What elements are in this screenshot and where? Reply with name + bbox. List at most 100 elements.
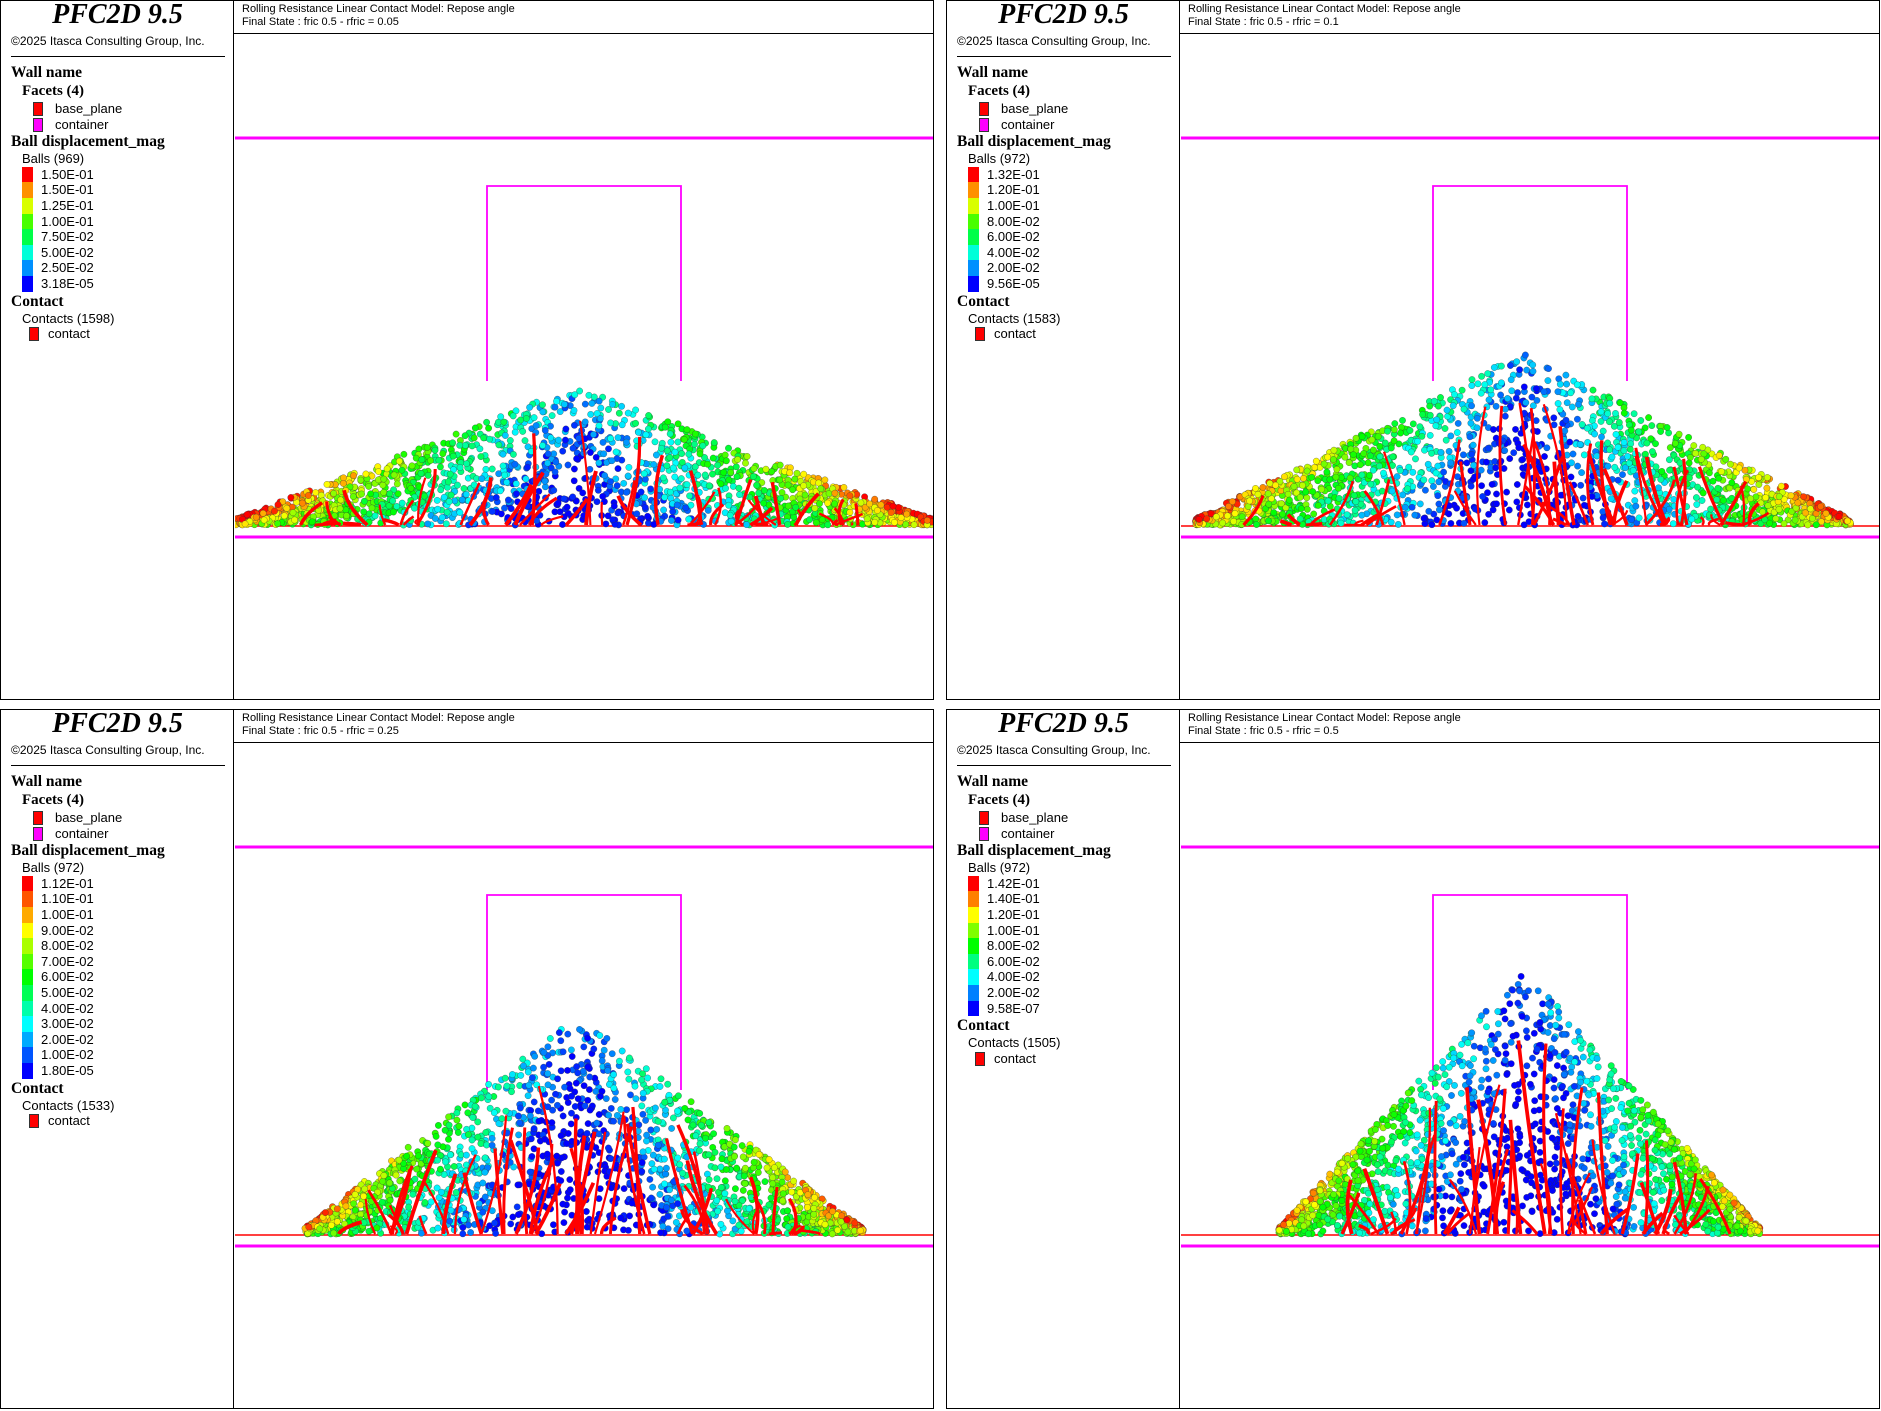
ball	[1259, 484, 1267, 491]
ball	[816, 500, 823, 508]
ball	[1800, 493, 1807, 501]
ball	[1692, 449, 1699, 457]
ball	[1203, 515, 1211, 523]
color-scale-swatch	[968, 213, 979, 230]
ball	[1393, 511, 1401, 519]
contact-chain	[1568, 481, 1590, 526]
ball	[1804, 521, 1812, 529]
container-swatch	[33, 117, 43, 132]
contact-chain	[1529, 407, 1536, 526]
ball	[569, 444, 577, 452]
plot-title-line2: Final State : fric 0.5 - rfric = 0.05	[242, 16, 399, 28]
divider	[11, 765, 225, 766]
ball	[548, 1096, 555, 1104]
ball	[513, 490, 520, 498]
ball	[1817, 503, 1824, 510]
ball	[1529, 367, 1537, 375]
ball	[1533, 385, 1540, 392]
ball	[408, 462, 416, 470]
ball	[1686, 454, 1694, 461]
ball	[411, 504, 418, 512]
app-logo: PFC2D 9.5	[52, 0, 183, 30]
ball	[1479, 493, 1486, 500]
ball	[1635, 428, 1643, 436]
ball	[1309, 488, 1317, 495]
color-scale-value: 7.00E-02	[41, 953, 94, 969]
ball	[1333, 465, 1341, 473]
ball	[299, 499, 306, 507]
contact-chain	[1599, 440, 1613, 526]
ball	[517, 1072, 525, 1079]
ball	[343, 512, 350, 520]
ball	[614, 465, 622, 472]
ball	[445, 478, 452, 486]
ball	[642, 1065, 650, 1073]
ball	[1620, 439, 1628, 446]
ball	[346, 483, 354, 491]
model-view[interactable]	[235, 34, 933, 699]
ball	[611, 1096, 619, 1103]
facets-label: Facets (4)	[22, 792, 85, 808]
ball	[777, 495, 785, 502]
copyright-text: ©2025 Itasca Consulting Group, Inc.	[957, 34, 1151, 48]
ball	[685, 450, 693, 458]
ball	[1616, 399, 1624, 407]
ball	[579, 489, 587, 497]
model-view[interactable]	[1181, 34, 1879, 699]
ball	[643, 1137, 650, 1145]
ball	[1528, 393, 1536, 401]
ball	[778, 489, 786, 496]
ball	[605, 406, 612, 413]
color-scale-value: 1.32E-01	[987, 166, 1040, 182]
ball	[1562, 416, 1570, 424]
ball	[323, 481, 331, 488]
ball	[647, 485, 654, 493]
ball	[720, 469, 728, 476]
color-scale-swatch	[22, 1047, 33, 1063]
ball	[632, 406, 639, 414]
ball	[791, 475, 799, 483]
ball	[1310, 510, 1318, 518]
particle-pile	[301, 1026, 867, 1238]
ball	[1436, 506, 1443, 514]
viewport-panel-3[interactable]: PFC2D 9.5 ©2025 Itasca Consulting Group,…	[0, 709, 934, 1409]
contact-chain	[1242, 495, 1265, 527]
ball	[1409, 420, 1417, 428]
ball	[1492, 402, 1500, 410]
ball	[560, 495, 568, 503]
ball	[1463, 459, 1471, 467]
app-logo: PFC2D 9.5	[52, 709, 183, 739]
ball	[1426, 411, 1434, 419]
ball	[418, 456, 426, 464]
viewport-panel-2[interactable]: PFC2D 9.5 ©2025 Itasca Consulting Group,…	[946, 0, 1880, 700]
ball	[375, 468, 382, 475]
ball	[1631, 487, 1639, 495]
ball	[1759, 508, 1766, 516]
ball	[784, 502, 792, 510]
ball	[551, 468, 559, 476]
ball	[1513, 358, 1521, 366]
ball	[1606, 399, 1614, 407]
ball	[742, 459, 749, 467]
contact-chain	[854, 503, 860, 526]
ball	[542, 483, 549, 491]
ball	[874, 507, 881, 514]
ball	[1493, 500, 1500, 508]
model-view[interactable]	[235, 743, 933, 1408]
ball	[721, 1177, 729, 1185]
ball	[1332, 473, 1340, 481]
ball	[811, 504, 819, 512]
ball	[1434, 462, 1442, 470]
ball	[1435, 478, 1443, 486]
ball	[1688, 515, 1696, 523]
color-scale-entry: 1.20E-01	[957, 182, 1177, 198]
ball	[554, 499, 562, 507]
contact-chain	[1634, 447, 1666, 526]
ball	[443, 508, 451, 516]
contact-chain	[709, 503, 725, 526]
ball	[1399, 417, 1406, 424]
ball	[260, 516, 268, 524]
ball	[271, 507, 278, 515]
ball	[1351, 506, 1359, 514]
viewport-panel-1[interactable]: PFC2D 9.5 ©2025 Itasca Consulting Group,…	[0, 0, 934, 700]
